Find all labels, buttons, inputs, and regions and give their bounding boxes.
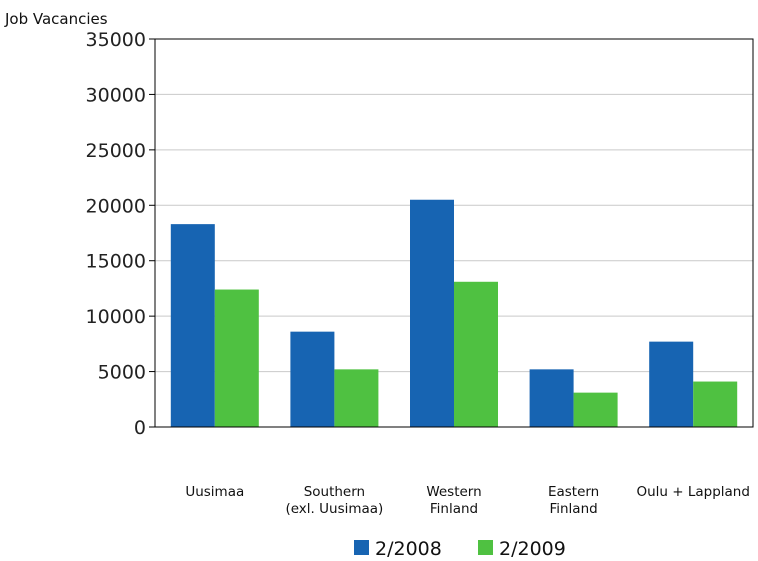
y-tick-label: 20000 xyxy=(86,195,146,217)
category-labels: Uusimaa Southern (exl. Uusimaa) Western Finl… xyxy=(185,484,750,517)
bars xyxy=(170,199,738,427)
legend-label: 2/2009 xyxy=(499,538,566,560)
category-label: Eastern Finland xyxy=(548,484,599,517)
legend-swatch xyxy=(354,540,369,555)
y-tick-label: 5000 xyxy=(98,362,146,384)
bar-series-2 xyxy=(214,289,259,427)
category-label: Uusimaa xyxy=(185,484,244,500)
plot-frame xyxy=(154,38,754,428)
bar-series-2 xyxy=(454,281,498,427)
y-axis-ticks: 0 5000 10000 15000 20000 25000 30000 35000 xyxy=(86,29,155,439)
y-tick-label: 25000 xyxy=(86,140,146,162)
bar-series-1 xyxy=(649,341,694,427)
bar-series-2 xyxy=(334,369,379,427)
y-tick-label: 10000 xyxy=(86,306,146,328)
bar-series-1 xyxy=(170,224,215,427)
legend-swatch xyxy=(478,540,493,555)
y-tick-label: 35000 xyxy=(86,29,146,51)
legend-label: 2/2008 xyxy=(375,538,442,560)
category-label: Southern (exl. Uusimaa) xyxy=(285,484,383,517)
bar-series-1 xyxy=(410,199,454,427)
bar-series-1 xyxy=(529,369,574,427)
bar-series-1 xyxy=(290,331,335,427)
y-tick-label: 15000 xyxy=(86,251,146,273)
category-label: Western Finland xyxy=(426,484,481,517)
bar-series-2 xyxy=(693,381,738,427)
y-tick-label: 0 xyxy=(134,417,146,439)
legend: 2/2008 2/2009 xyxy=(354,538,566,560)
y-axis-label: Job Vacancies xyxy=(4,10,108,28)
category-label: Oulu + Lappland xyxy=(636,484,749,500)
bar-series-2 xyxy=(573,392,618,427)
y-tick-label: 30000 xyxy=(86,84,146,106)
